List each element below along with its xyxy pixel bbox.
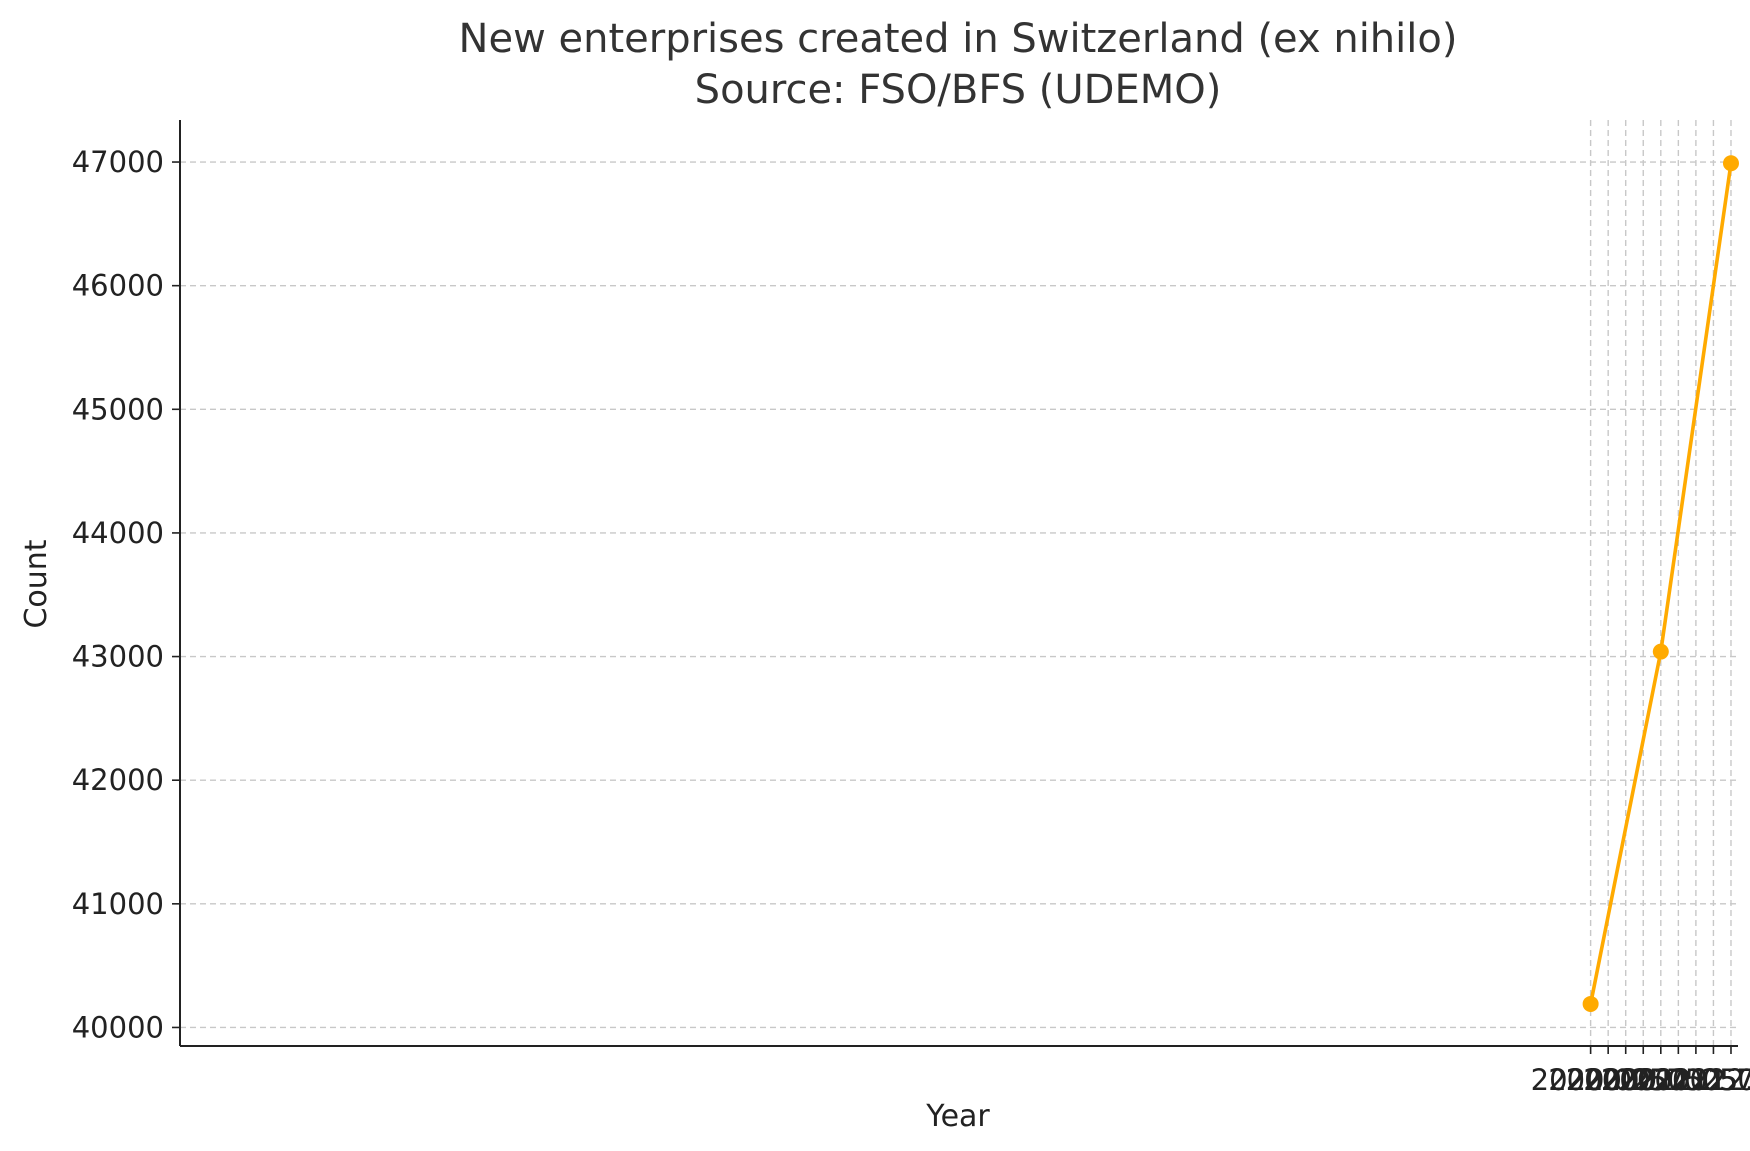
x-tick-label: 2020.25 bbox=[1548, 1063, 1668, 1097]
grid bbox=[180, 120, 1738, 1046]
y-tick-label: 40000 bbox=[72, 1010, 164, 1044]
chart-subtitle: Source: FSO/BFS (UDEMO) bbox=[695, 67, 1222, 113]
ticks: 2020.002020.252020.502020.752021.002021.… bbox=[72, 145, 1750, 1097]
data-point bbox=[1652, 643, 1669, 660]
x-axis-label: Year bbox=[925, 1099, 990, 1134]
y-tick-label: 42000 bbox=[72, 763, 164, 797]
chart-title: New enterprises created in Switzerland (… bbox=[459, 16, 1458, 62]
y-tick-label: 41000 bbox=[72, 887, 164, 921]
x-tick-label: 2021.25 bbox=[1618, 1063, 1738, 1097]
y-tick-label: 45000 bbox=[72, 392, 164, 426]
x-tick-label: 2020.00 bbox=[1531, 1063, 1651, 1097]
y-tick-label: 46000 bbox=[72, 269, 164, 303]
x-tick-label: 2021.00 bbox=[1601, 1063, 1721, 1097]
data-point bbox=[1722, 155, 1739, 172]
axes bbox=[179, 120, 1738, 1047]
x-tick-label: 2020.75 bbox=[1583, 1063, 1703, 1097]
x-tick-label: 2021.50 bbox=[1636, 1063, 1750, 1097]
x-tick-label: 2022.00 bbox=[1671, 1063, 1750, 1097]
y-axis-label: Count bbox=[19, 539, 54, 628]
y-tick-label: 44000 bbox=[72, 516, 164, 550]
y-tick-label: 47000 bbox=[72, 145, 164, 179]
y-tick-label: 43000 bbox=[72, 640, 164, 674]
x-tick-label: 2021.75 bbox=[1653, 1063, 1750, 1097]
x-tick-label: 2020.50 bbox=[1566, 1063, 1686, 1097]
series bbox=[1582, 155, 1739, 1012]
data-point bbox=[1582, 995, 1599, 1012]
